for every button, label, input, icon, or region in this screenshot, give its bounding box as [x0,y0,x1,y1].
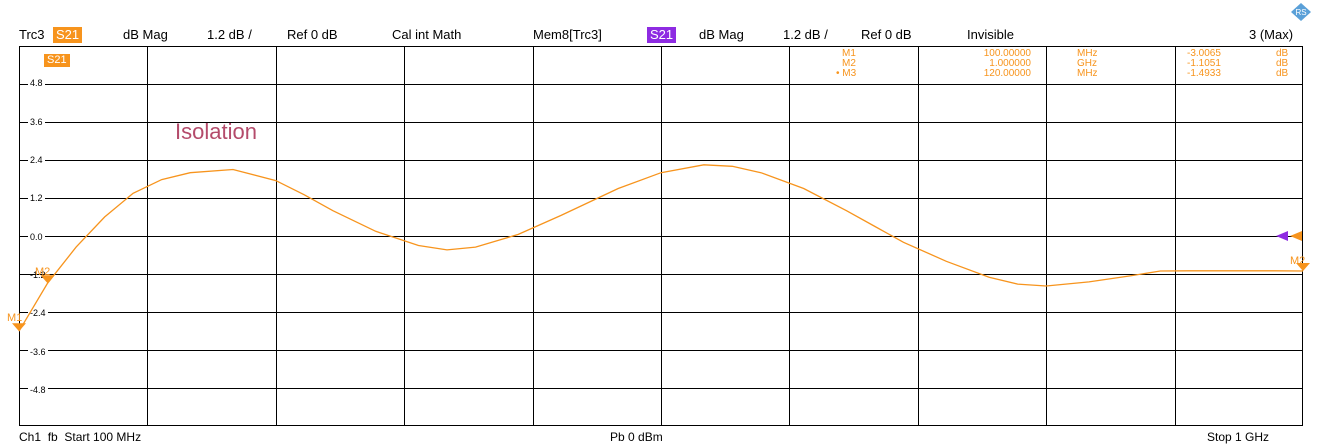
marker-m1-triangle [12,323,26,331]
footer-channel: Ch1 fb Start 100 MHz [19,430,141,444]
stop-frequency[interactable]: Stop 1 GHz [1207,430,1269,444]
source-power[interactable]: Pb 0 dBm [610,430,663,444]
memory-ref-arrow [1276,231,1288,241]
channel-mode: fb [48,430,58,444]
trace-s21-line [19,165,1303,331]
start-frequency[interactable]: Start 100 MHz [64,430,141,444]
trace-ref-arrow [1290,231,1302,241]
marker-m3-triangle [41,275,55,283]
marker-m2-triangle [1296,263,1310,271]
channel-label: Ch1 [19,430,41,444]
